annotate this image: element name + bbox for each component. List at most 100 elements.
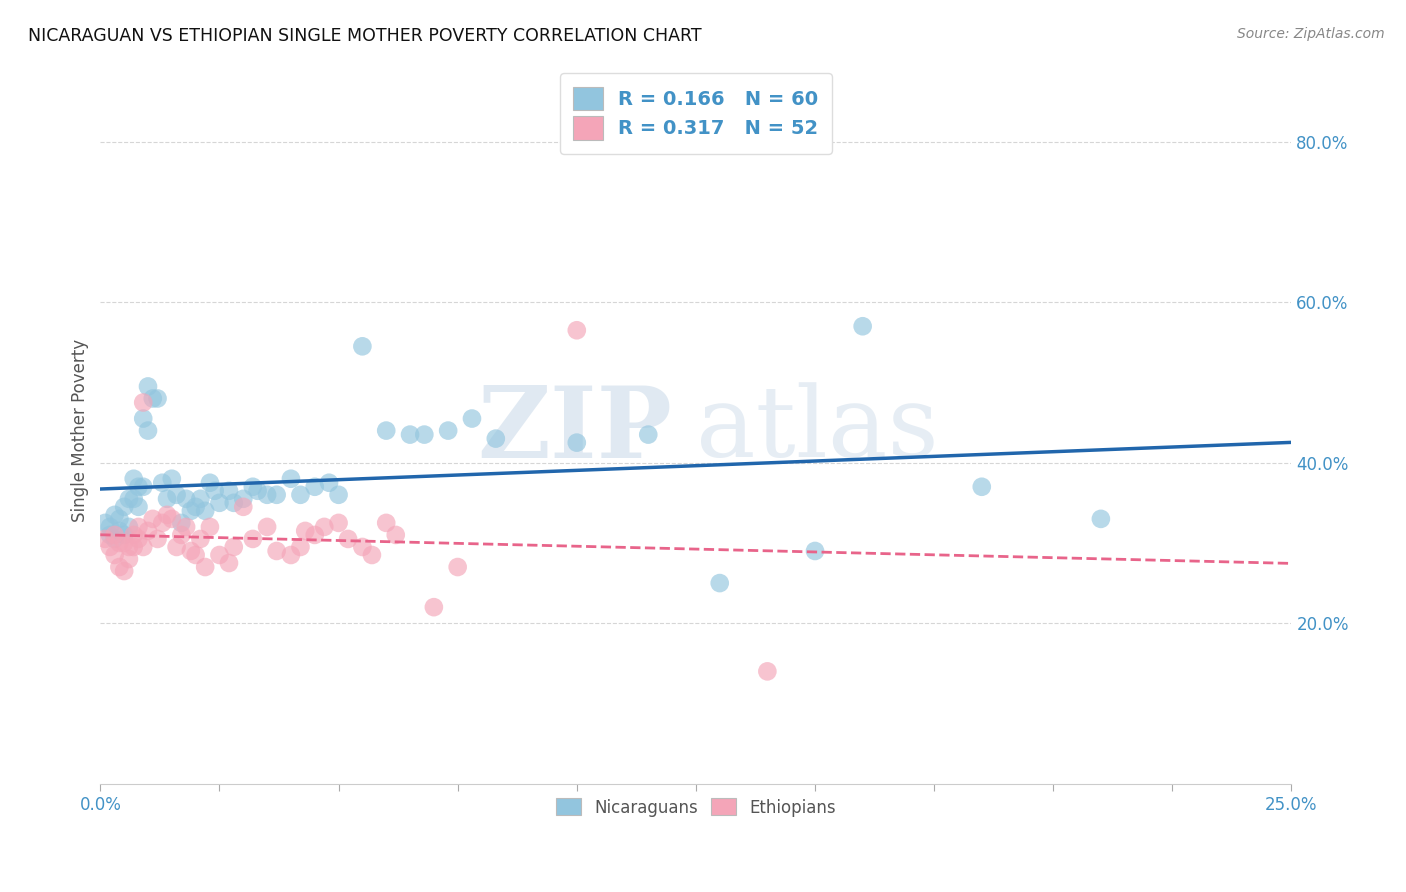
Point xyxy=(146,392,169,406)
Point xyxy=(328,516,350,530)
Point xyxy=(246,483,269,498)
Point xyxy=(94,532,117,546)
Point xyxy=(852,319,875,334)
Point xyxy=(118,540,141,554)
Point xyxy=(222,540,245,554)
Point xyxy=(108,536,131,550)
Point xyxy=(136,524,159,538)
Point xyxy=(142,392,165,406)
Point xyxy=(98,520,121,534)
Point xyxy=(204,483,226,498)
Point xyxy=(565,323,588,337)
Point xyxy=(180,504,202,518)
Point xyxy=(184,500,207,514)
Point xyxy=(280,548,302,562)
Point xyxy=(142,512,165,526)
Point xyxy=(190,491,212,506)
Point xyxy=(447,560,470,574)
Point xyxy=(108,512,131,526)
Point xyxy=(112,564,135,578)
Point xyxy=(242,532,264,546)
Point xyxy=(136,379,159,393)
Point xyxy=(352,540,374,554)
Point xyxy=(94,516,117,530)
Point xyxy=(384,528,406,542)
Point xyxy=(150,475,173,490)
Point xyxy=(190,532,212,546)
Point xyxy=(328,488,350,502)
Point xyxy=(174,520,197,534)
Point xyxy=(180,544,202,558)
Point xyxy=(104,548,127,562)
Point xyxy=(98,528,121,542)
Point xyxy=(1090,512,1112,526)
Point xyxy=(804,544,827,558)
Point xyxy=(166,488,188,502)
Point xyxy=(132,395,155,409)
Point xyxy=(122,528,145,542)
Point xyxy=(118,520,141,534)
Point xyxy=(266,544,288,558)
Point xyxy=(170,528,193,542)
Point xyxy=(108,524,131,538)
Text: Source: ZipAtlas.com: Source: ZipAtlas.com xyxy=(1237,27,1385,41)
Point xyxy=(170,516,193,530)
Point xyxy=(375,424,398,438)
Point xyxy=(208,496,231,510)
Point xyxy=(104,508,127,522)
Point xyxy=(160,512,183,526)
Point xyxy=(194,560,217,574)
Point xyxy=(294,524,316,538)
Point xyxy=(127,500,149,514)
Point xyxy=(437,424,460,438)
Point xyxy=(127,520,149,534)
Point xyxy=(104,532,127,546)
Point xyxy=(194,504,217,518)
Point xyxy=(565,435,588,450)
Point xyxy=(756,665,779,679)
Point xyxy=(118,491,141,506)
Point xyxy=(314,520,336,534)
Point xyxy=(352,339,374,353)
Point xyxy=(399,427,422,442)
Point xyxy=(256,520,278,534)
Point xyxy=(118,552,141,566)
Y-axis label: Single Mother Poverty: Single Mother Poverty xyxy=(72,339,89,522)
Point xyxy=(266,488,288,502)
Point xyxy=(637,427,659,442)
Point xyxy=(709,576,731,591)
Point xyxy=(337,532,360,546)
Point xyxy=(166,540,188,554)
Point xyxy=(218,483,240,498)
Text: NICARAGUAN VS ETHIOPIAN SINGLE MOTHER POVERTY CORRELATION CHART: NICARAGUAN VS ETHIOPIAN SINGLE MOTHER PO… xyxy=(28,27,702,45)
Point xyxy=(146,532,169,546)
Point xyxy=(280,472,302,486)
Point xyxy=(970,480,993,494)
Point xyxy=(108,560,131,574)
Point xyxy=(127,532,149,546)
Point xyxy=(104,528,127,542)
Point xyxy=(375,516,398,530)
Text: ZIP: ZIP xyxy=(477,382,672,479)
Point xyxy=(290,488,312,502)
Point xyxy=(198,475,221,490)
Point xyxy=(122,540,145,554)
Legend: Nicaraguans, Ethiopians: Nicaraguans, Ethiopians xyxy=(547,790,845,825)
Point xyxy=(361,548,384,562)
Point xyxy=(132,411,155,425)
Point xyxy=(304,480,326,494)
Point xyxy=(461,411,484,425)
Point xyxy=(156,508,179,522)
Point xyxy=(184,548,207,562)
Point xyxy=(232,491,254,506)
Point xyxy=(222,496,245,510)
Point xyxy=(423,600,446,615)
Point xyxy=(304,528,326,542)
Point xyxy=(112,536,135,550)
Point xyxy=(290,540,312,554)
Point xyxy=(256,488,278,502)
Point xyxy=(485,432,508,446)
Point xyxy=(150,516,173,530)
Point xyxy=(218,556,240,570)
Point xyxy=(132,480,155,494)
